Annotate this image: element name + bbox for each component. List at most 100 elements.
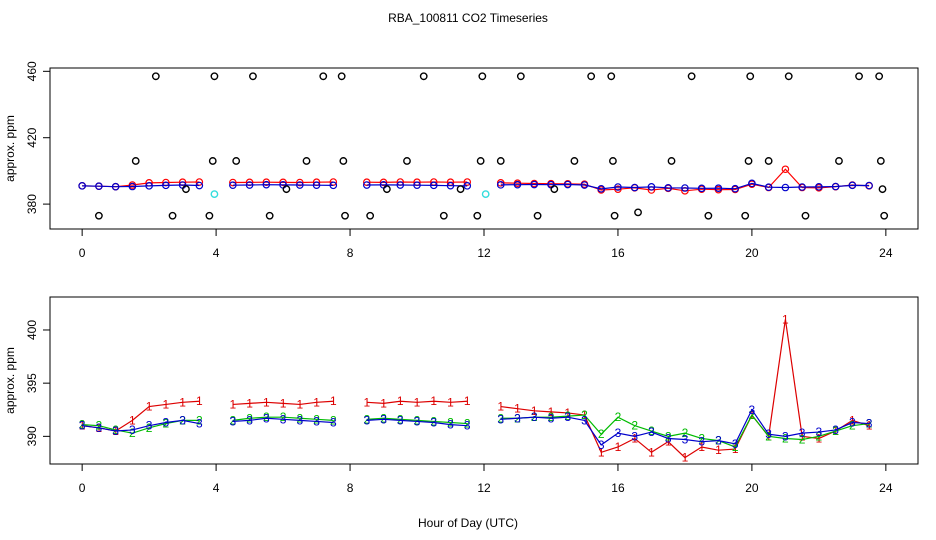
point-marker: 1 xyxy=(263,395,270,409)
point-marker: 3 xyxy=(414,414,421,428)
y-tick-label: 390 xyxy=(25,426,39,446)
outlier-point xyxy=(366,211,375,220)
point xyxy=(781,183,790,192)
point-marker: 3 xyxy=(129,423,136,437)
point xyxy=(362,178,371,186)
outlier-point xyxy=(875,72,884,81)
point-marker: 3 xyxy=(615,426,622,440)
series-line xyxy=(232,400,334,406)
x-tick-label: 0 xyxy=(79,481,86,495)
point-marker: 1 xyxy=(464,394,471,408)
outlier-point xyxy=(182,185,190,194)
point-marker: 1 xyxy=(196,394,203,408)
outlier-point xyxy=(550,185,559,194)
outlier-point xyxy=(249,72,257,81)
x-tick-label: 8 xyxy=(347,481,354,495)
point-marker: 2 xyxy=(363,412,370,426)
point xyxy=(731,184,739,193)
point-marker: 3 xyxy=(179,413,186,427)
point-marker: 3 xyxy=(715,434,722,448)
outlier-point xyxy=(282,185,291,194)
x-tick-label: 12 xyxy=(477,246,491,260)
outlier-point xyxy=(419,72,428,81)
point-marker: 3 xyxy=(397,413,404,427)
point-marker: 2 xyxy=(280,410,287,424)
point-marker: 1 xyxy=(414,395,421,409)
point-marker: 3 xyxy=(782,429,789,443)
point xyxy=(429,181,438,190)
point-marker: 1 xyxy=(732,442,739,456)
point-marker: 3 xyxy=(280,412,287,426)
point-marker: 1 xyxy=(682,451,689,465)
outlier-point xyxy=(570,157,579,165)
point xyxy=(262,180,271,189)
outlier-point xyxy=(587,72,596,81)
outlier-point xyxy=(439,211,448,220)
point-marker: 2 xyxy=(816,429,823,443)
point xyxy=(195,181,204,190)
point xyxy=(446,181,455,190)
point-marker: 3 xyxy=(682,433,689,447)
point-marker: 1 xyxy=(631,431,638,445)
point-marker: 2 xyxy=(414,413,421,427)
x-tick-label: 20 xyxy=(745,481,759,495)
point-marker: 1 xyxy=(799,429,806,443)
point-marker: 3 xyxy=(581,413,588,427)
series-line xyxy=(82,419,200,432)
point xyxy=(362,181,371,189)
point-marker: 1 xyxy=(648,445,655,459)
point-marker: 3 xyxy=(163,416,170,430)
outlier-point xyxy=(533,211,542,220)
point-marker: 3 xyxy=(246,413,253,427)
x-tick-label: 12 xyxy=(477,481,491,495)
outlier-point xyxy=(801,211,810,220)
point-marker: 3 xyxy=(363,413,370,427)
outlier-point xyxy=(210,190,219,199)
point-marker: 1 xyxy=(296,397,303,411)
point xyxy=(463,182,472,190)
point xyxy=(764,183,773,191)
point-marker: 1 xyxy=(397,394,404,408)
point-marker: 2 xyxy=(79,418,86,432)
outlier-point xyxy=(764,157,773,165)
point-marker: 3 xyxy=(749,403,756,417)
x-tick-label: 16 xyxy=(611,481,625,495)
point-marker: 2 xyxy=(548,410,555,424)
outlier-point xyxy=(210,72,219,81)
point xyxy=(262,178,271,186)
point-marker: 3 xyxy=(464,419,471,433)
point xyxy=(128,182,137,191)
point xyxy=(245,181,254,189)
point xyxy=(748,179,756,188)
point-marker: 3 xyxy=(665,431,672,445)
outlier-point xyxy=(741,211,750,220)
outlier-point xyxy=(481,190,490,199)
outlier-point xyxy=(473,211,482,220)
point-marker: 1 xyxy=(380,396,387,410)
series-line xyxy=(366,417,468,425)
outlier-point xyxy=(516,72,525,81)
point-marker: 3 xyxy=(849,416,856,430)
point xyxy=(815,183,823,191)
point xyxy=(496,181,505,189)
point xyxy=(513,180,522,189)
point-marker: 2 xyxy=(849,419,856,433)
point-marker: 2 xyxy=(330,413,337,427)
point-marker: 1 xyxy=(280,396,287,410)
series-line xyxy=(500,413,870,448)
point-marker: 2 xyxy=(313,412,320,426)
series-line xyxy=(366,184,468,187)
point-marker: 3 xyxy=(380,412,387,426)
point-marker: 1 xyxy=(129,413,136,427)
point xyxy=(831,182,840,191)
point xyxy=(296,178,304,187)
point xyxy=(145,182,153,190)
series-line xyxy=(232,417,334,424)
point-marker: 1 xyxy=(163,397,170,411)
point-marker: 1 xyxy=(179,395,186,409)
point xyxy=(580,181,589,189)
point-marker: 1 xyxy=(816,431,823,445)
point-marker: 2 xyxy=(682,426,689,440)
x-tick-label: 20 xyxy=(745,246,759,260)
point-marker: 1 xyxy=(715,443,722,457)
